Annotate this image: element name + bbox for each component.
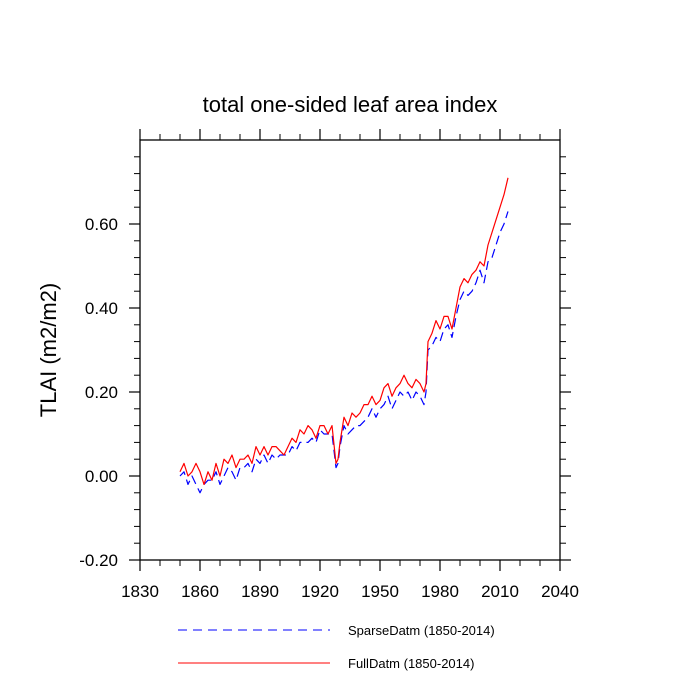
series-line-sparsedatm xyxy=(179,211,509,494)
axes: 1830 1860 1890 1920 1950 1980 2010 2040 -0.20 0.0… xyxy=(79,129,579,601)
legend-label-fulldatm: FullDatm (1850-2014) xyxy=(348,656,474,671)
y-tick-label: 0.60 xyxy=(85,215,118,234)
series-layer xyxy=(179,177,509,494)
y-tick-label: -0.20 xyxy=(79,551,118,570)
legend: SparseDatm (1850-2014) FullDatm (1850-201… xyxy=(178,623,495,671)
y-axis-label: TLAI (m2/m2) xyxy=(36,283,61,417)
y-tick-label: 0.00 xyxy=(85,467,118,486)
x-tick-label: 1920 xyxy=(301,582,339,601)
x-tick-label: 1830 xyxy=(121,582,159,601)
x-tick-label: 2040 xyxy=(541,582,579,601)
x-tick-label: 1890 xyxy=(241,582,279,601)
x-tick-label: 2010 xyxy=(481,582,519,601)
y-tick-label: 0.20 xyxy=(85,383,118,402)
plot-frame xyxy=(139,139,561,561)
series-line-fulldatm xyxy=(179,177,509,485)
x-tick-label: 1860 xyxy=(181,582,219,601)
y-tick-label: 0.40 xyxy=(85,299,118,318)
chart-title: total one-sided leaf area index xyxy=(203,92,498,117)
legend-label-sparsedatm: SparseDatm (1850-2014) xyxy=(348,623,495,638)
x-tick-label: 1950 xyxy=(361,582,399,601)
x-tick-label: 1980 xyxy=(421,582,459,601)
